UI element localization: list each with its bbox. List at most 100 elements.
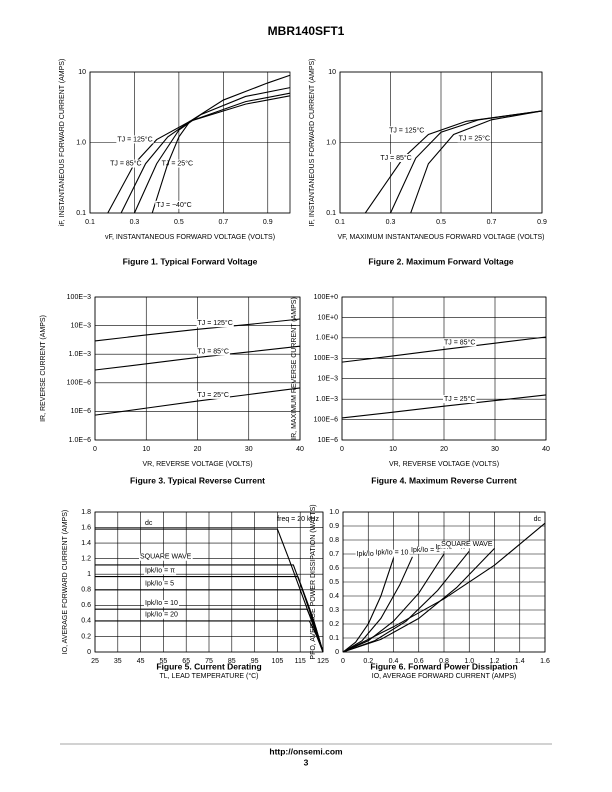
y-axis-label: iF, INSTANTANEOUS FORWARD CURRENT (AMPS) xyxy=(59,59,66,227)
x-tick-label: 0.3 xyxy=(130,219,140,226)
x-tick-label: 125 xyxy=(317,658,329,665)
y-tick-label: 0.1 xyxy=(326,210,336,217)
series-label-bg xyxy=(109,159,143,168)
series-label-bg xyxy=(155,200,193,209)
y-tick-label: 1.8 xyxy=(81,509,91,516)
series-line xyxy=(120,92,291,214)
figure-caption: Figure 1. Typical Forward Voltage xyxy=(123,256,258,266)
series-line xyxy=(410,110,543,214)
series-line xyxy=(107,95,291,214)
y-tick-label: 100E−3 xyxy=(314,355,338,362)
series-label: dc xyxy=(145,520,153,527)
y-tick-label: 1.0E+0 xyxy=(316,335,338,342)
series-label-bg xyxy=(457,134,492,143)
x-tick-label: 1.0 xyxy=(464,658,474,665)
x-tick-label: 105 xyxy=(272,658,284,665)
series-label-bg xyxy=(116,135,154,144)
y-tick-label: 10 xyxy=(78,69,86,76)
y-tick-label: 0.6 xyxy=(81,602,91,609)
y-axis-label: IR, MAXIMUM REVERSE CURRENT (AMPS) xyxy=(291,297,298,440)
series-label: Ipk/Io = 5 xyxy=(411,547,440,554)
y-tick-label: 0.3 xyxy=(329,607,339,614)
y-tick-label: 0 xyxy=(335,649,339,656)
series-label-bg xyxy=(410,546,442,554)
y-tick-label: 0.1 xyxy=(76,210,86,217)
x-tick-label: 1.4 xyxy=(515,658,525,665)
x-tick-label: 85 xyxy=(228,658,236,665)
series-label: TJ = −40°C xyxy=(156,201,191,209)
y-tick-label: 0.9 xyxy=(329,523,339,530)
series-label-bg xyxy=(388,126,426,135)
x-tick-label: 0 xyxy=(93,446,97,453)
series-label: TJ = 85°C xyxy=(380,154,411,162)
series-line xyxy=(341,394,547,419)
page-number: 3 xyxy=(304,757,309,767)
x-tick-label: 115 xyxy=(295,658,306,665)
series-label: TJ = 85°C xyxy=(198,347,229,355)
x-tick-label: 20 xyxy=(194,446,202,453)
series-label-bg xyxy=(144,580,176,588)
series-label-bg xyxy=(443,338,477,347)
x-axis-label: vF, INSTANTANEOUS FORWARD VOLTAGE (VOLTS… xyxy=(105,234,275,241)
y-tick-label: 0.7 xyxy=(329,551,339,558)
series-line xyxy=(95,528,324,653)
y-tick-label: 1.2 xyxy=(81,556,91,563)
series-label: TJ = 125°C xyxy=(389,126,424,134)
y-axis-label: IR, REVERSE CURRENT (AMPS) xyxy=(40,315,47,422)
y-tick-label: 0.8 xyxy=(81,587,91,594)
x-axis-label: IO, AVERAGE FORWARD CURRENT (AMPS) xyxy=(372,673,516,680)
x-axis-label: TL, LEAD TEMPERATURE (°C) xyxy=(160,672,259,680)
series-line xyxy=(341,336,547,363)
y-tick-label: 10E−3 xyxy=(318,376,339,383)
y-tick-label: 0.8 xyxy=(329,537,339,544)
series-label: SQUARE WAVE xyxy=(140,554,192,561)
x-tick-label: 0.1 xyxy=(85,219,95,226)
series-label-bg xyxy=(374,549,410,557)
series-label: dc xyxy=(534,516,542,523)
figure-caption: Figure 2. Maximum Forward Voltage xyxy=(368,256,514,266)
x-tick-label: 0.2 xyxy=(363,658,373,665)
y-axis-label: IO, AVERAGE FORWARD CURRENT (AMPS) xyxy=(62,510,69,654)
y-axis-label: PFO, AVERAGE POWER DISSIPATION (WATTS) xyxy=(310,504,317,659)
y-tick-label: 1.0E−3 xyxy=(316,396,338,403)
x-tick-label: 0.9 xyxy=(263,219,273,226)
x-tick-label: 0.9 xyxy=(537,219,547,226)
series-line xyxy=(342,522,546,653)
x-tick-label: 65 xyxy=(182,658,190,665)
footer-url[interactable]: http://onsemi.com xyxy=(269,746,343,756)
y-axis-label: IF, INSTANTANEOUS FORWARD CURRENT (AMPS) xyxy=(309,58,316,226)
series-line xyxy=(95,608,324,653)
chart: 100E+0 10E+0 1.0E+0 100E−3 10E−3 1.0E−3 100E−6… xyxy=(291,294,550,485)
x-axis-label: VR, REVERSE VOLTAGE (VOLTS) xyxy=(142,461,252,468)
y-tick-label: 0.2 xyxy=(81,633,91,640)
x-tick-label: 30 xyxy=(245,446,253,453)
series-label-bg xyxy=(139,553,193,561)
series-line xyxy=(94,345,301,371)
figure-caption: Figure 5. Current Derating xyxy=(156,661,261,671)
chart: 100E−3 10E−3 1.0E−3 100E−6 10E−6 1.0E−60 10 20 3… xyxy=(40,294,304,485)
y-tick-label: 0.6 xyxy=(329,565,339,572)
series-label-bg xyxy=(144,611,179,619)
series-line xyxy=(151,74,291,214)
x-tick-label: 25 xyxy=(91,658,99,665)
x-tick-label: 40 xyxy=(296,446,304,453)
y-tick-label: 0.4 xyxy=(329,593,339,600)
x-tick-label: 10 xyxy=(142,446,150,453)
x-tick-label: 55 xyxy=(160,658,168,665)
chart: 0 0.1 0.2 0.3 0.4 0.5 0.6 0.7 0.8 0.9 1.0 0 0.2 0.4 0.… xyxy=(310,504,550,679)
series-label: Ipk/Io = 20 xyxy=(145,612,178,619)
x-tick-label: 0.1 xyxy=(335,219,345,226)
header-title: MBR140SFT1 xyxy=(268,24,345,38)
x-tick-label: 0.7 xyxy=(218,219,228,226)
series-label: SQUARE WAVE xyxy=(441,541,493,548)
series-label-bg xyxy=(196,319,234,328)
series-label-bg xyxy=(532,516,543,524)
series-label-bg xyxy=(144,600,179,608)
x-tick-label: 0.3 xyxy=(386,219,396,226)
x-tick-label: 0 xyxy=(341,658,345,665)
x-tick-label: 1.6 xyxy=(540,658,550,665)
y-tick-label: 1.0E−6 xyxy=(69,437,91,444)
series-label: TJ = 25°C xyxy=(444,395,475,403)
series-label: TJ = 125°C xyxy=(198,319,233,327)
series-line xyxy=(390,110,543,214)
